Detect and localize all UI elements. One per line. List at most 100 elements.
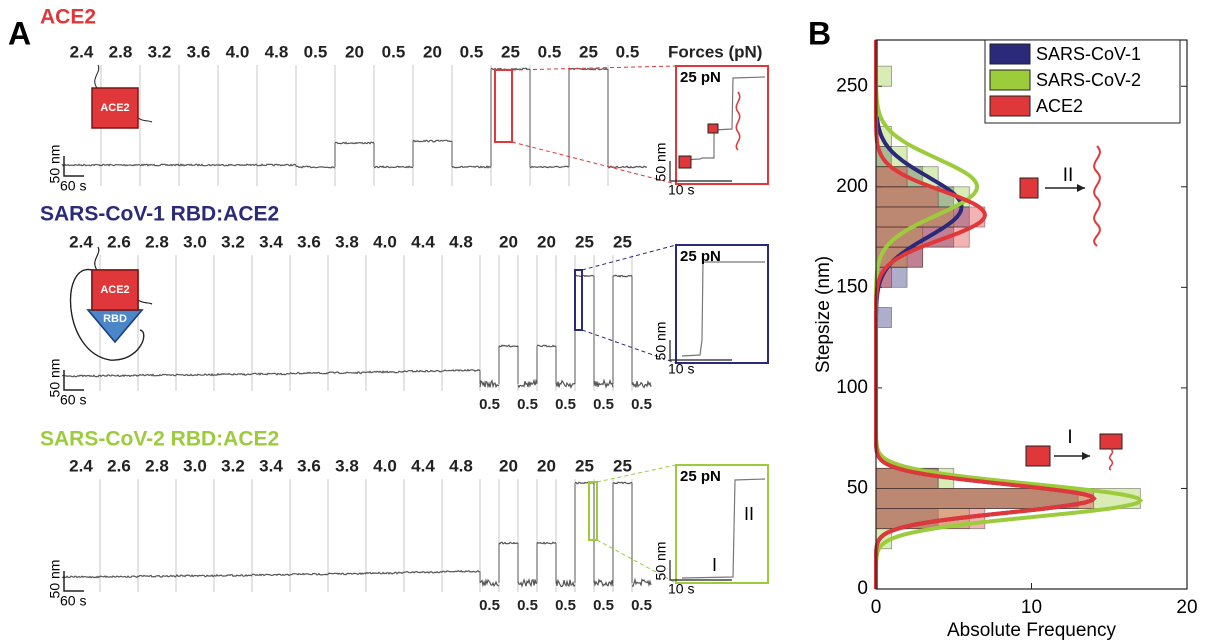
trace-segment [530, 166, 569, 167]
force-label: 0.5 [593, 597, 614, 614]
force-label: 2.8 [109, 42, 133, 61]
trace-segment [100, 576, 138, 578]
trace-segment [537, 542, 556, 544]
trace-segment [179, 164, 218, 166]
trace-segment [499, 345, 518, 347]
trace-segment [138, 575, 176, 577]
force-label: 3.6 [297, 456, 321, 475]
trace-segment [218, 164, 257, 166]
trace-segment [214, 374, 252, 376]
inset-scale-y: 50 nm [653, 322, 669, 361]
trace-segment [176, 374, 214, 376]
y-tick-label: 100 [836, 377, 868, 398]
trace-segment [608, 166, 647, 168]
trace-segment [613, 275, 632, 276]
force-label: 3.0 [183, 232, 207, 251]
force-label: 4.4 [411, 232, 435, 251]
row-title: SARS-CoV-2 RBD:ACE2 [40, 428, 279, 451]
force-label: 20 [499, 232, 518, 251]
y-tick-label: 250 [836, 75, 868, 96]
inset-scale-x: 10 s [668, 581, 694, 597]
trace-segment [594, 381, 613, 388]
inset-icon [679, 156, 691, 168]
force-label: 25 [575, 232, 594, 251]
legend-swatch [990, 70, 1030, 90]
scale-bar [64, 571, 84, 591]
inset-mark: II [744, 504, 754, 524]
trace-segment [252, 373, 290, 375]
trace-segment [366, 371, 404, 373]
force-label: 0.5 [479, 597, 500, 614]
trace-segment [632, 580, 651, 587]
trace-segment [176, 575, 214, 577]
trace-segment [499, 542, 518, 544]
icon-label: RBD [103, 313, 127, 325]
force-label: 0.5 [517, 396, 538, 413]
x-tick-label: 20 [1176, 597, 1197, 618]
force-label: 2.4 [69, 232, 93, 251]
force-label: 0.5 [616, 42, 640, 61]
trace-segment [374, 166, 413, 168]
trace-segment [404, 371, 442, 372]
force-label: 2.4 [69, 456, 93, 475]
inset-scale-y: 50 nm [653, 542, 669, 581]
y-tick-label: 150 [836, 276, 868, 297]
force-label: 3.6 [297, 232, 321, 251]
force-label: 2.4 [70, 42, 94, 61]
force-label: 0.5 [382, 42, 406, 61]
legend-swatch [990, 44, 1030, 64]
force-label: 20 [537, 232, 556, 251]
trace-segment [296, 166, 335, 168]
trace-segment [518, 381, 537, 387]
icon-label: ACE2 [100, 102, 129, 114]
trace-segment [556, 580, 575, 587]
scale-label-x: 60 s [60, 593, 86, 609]
scale-label-x: 60 s [60, 392, 86, 408]
trace-segment [101, 164, 140, 165]
force-label: 4.0 [373, 232, 397, 251]
trace-segment [480, 580, 499, 586]
inset-force: 25 pN [680, 69, 721, 86]
force-label: 4.0 [226, 42, 250, 61]
inset-force: 25 pN [680, 468, 721, 485]
force-label: 20 [345, 42, 364, 61]
trace-segment [290, 574, 328, 575]
trace-segment [366, 572, 404, 574]
icon-label: ACE2 [100, 284, 129, 296]
trace-segment [575, 275, 594, 276]
y-tick-label: 200 [836, 176, 868, 197]
force-label: 25 [501, 42, 520, 61]
force-label: 4.8 [265, 42, 289, 61]
schematic [1020, 178, 1038, 198]
force-label: 25 [613, 456, 632, 475]
panel-label: B [808, 15, 831, 51]
x-tick-label: 10 [1021, 597, 1042, 618]
annotation: I [1067, 427, 1072, 448]
force-label: 4.8 [449, 456, 473, 475]
force-label: 2.6 [107, 456, 131, 475]
force-label: 0.5 [593, 396, 614, 413]
trace-segment [214, 575, 252, 577]
trace-segment [613, 482, 632, 484]
trace-segment [413, 140, 452, 142]
force-label: 0.5 [479, 396, 500, 413]
force-label: 4.8 [449, 232, 473, 251]
trace-segment [335, 142, 374, 144]
row-title: ACE2 [40, 6, 96, 29]
legend-swatch [990, 96, 1030, 116]
highlight-box [575, 270, 582, 330]
force-label: 3.8 [335, 232, 359, 251]
trace-segment [404, 572, 442, 573]
histogram-bar [876, 187, 938, 207]
histogram-bar [876, 307, 892, 327]
zoom-connector [597, 465, 676, 482]
schematic [1082, 452, 1090, 460]
schematic [1100, 434, 1122, 449]
trace-segment [328, 573, 366, 575]
trace-segment [442, 370, 480, 372]
x-axis-label: Absolute Frequency [947, 620, 1116, 641]
force-label: 20 [537, 456, 556, 475]
schematic [1077, 184, 1085, 192]
force-label: 3.4 [259, 456, 283, 475]
force-label: 2.8 [145, 456, 169, 475]
